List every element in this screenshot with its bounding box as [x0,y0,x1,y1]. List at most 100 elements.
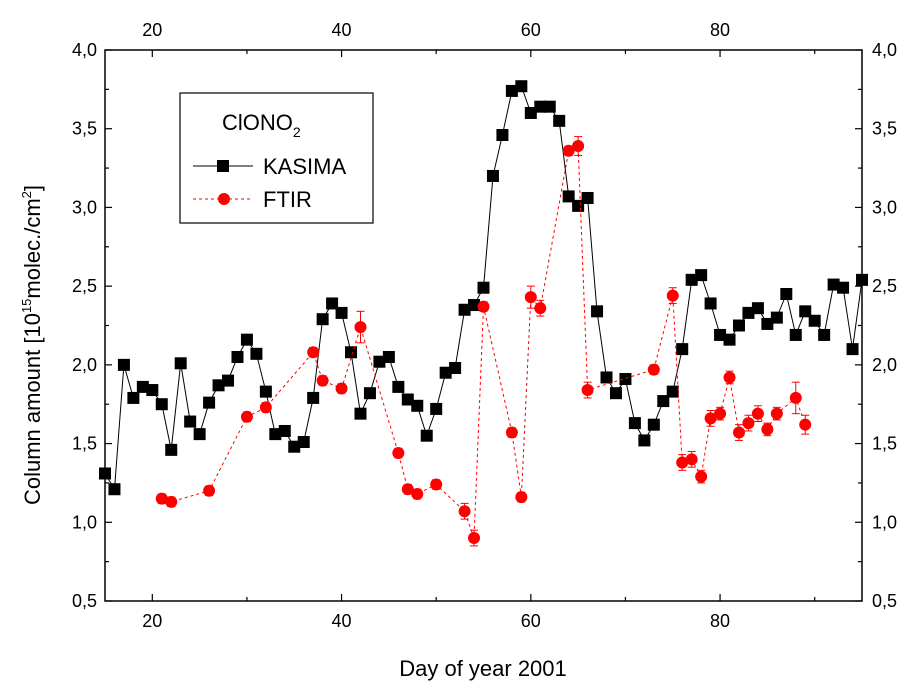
ftir-point [676,456,689,469]
kasima-point [789,328,802,341]
ftir-point [354,321,367,334]
ftir-point [534,302,547,315]
kasima-point [222,374,235,387]
kasima-point [477,281,490,294]
kasima-point [193,428,206,441]
ftir-point [751,407,764,420]
x-tick-label-bottom: 40 [332,611,352,631]
kasima-point [250,347,263,360]
kasima-point [685,273,698,286]
kasima-point [751,302,764,315]
ftir-point [458,505,471,518]
ftir-point [685,453,698,466]
x-tick-label-top: 80 [710,20,730,40]
ftir-point [799,418,812,431]
kasima-point [411,399,424,412]
y-tick-label-right: 2,5 [872,276,897,296]
kasima-point [534,100,547,113]
y-tick-label-right: 4,0 [872,40,897,60]
kasima-point [146,384,159,397]
y-tick-label-right: 1,0 [872,512,897,532]
kasima-point [468,299,481,312]
kasima-point [108,483,121,496]
kasima-point [203,396,216,409]
kasima-point [562,190,575,203]
kasima-point [553,114,566,127]
ftir-point [732,426,745,439]
ftir-point [165,495,178,508]
kasima-point [278,424,291,437]
kasima-point [345,346,358,359]
kasima-point [732,319,745,332]
kasima-point [297,435,310,448]
y-axis-right: 0,5 1,0 1,5 2,0 2,5 3,0 3,5 4,0 [855,40,897,611]
kasima-point [99,467,111,480]
kasima-point [837,281,850,294]
legend-title: ClONO2 [222,110,301,140]
ftir-point [316,374,329,387]
kasima-point [363,387,376,400]
ftir-point [477,300,490,313]
y-tick-label-left: 4,0 [72,40,97,60]
y-tick-label-left: 2,0 [72,355,97,375]
x-tick-label-top: 40 [332,20,352,40]
ftir-point [770,407,783,420]
ftir-point [723,371,736,384]
y-tick-label-left: 1,0 [72,512,97,532]
x-tick-label-bottom: 20 [142,611,162,631]
kasima-point [354,407,367,420]
kasima-point [808,314,821,327]
kasima-point [420,429,433,442]
y-tick-label-right: 3,5 [872,119,897,139]
kasima-point [212,379,225,392]
legend-kasima-marker [217,160,229,172]
ftir-point [524,291,537,304]
kasima-point [581,191,594,204]
kasima-point [619,373,632,386]
kasima-point [240,333,253,346]
ftir-point [203,484,216,497]
ftir-point [647,363,660,376]
kasima-point [704,297,717,310]
ftir-point [307,346,320,359]
ftir-point [515,491,528,504]
ftir-point [666,289,679,302]
x-tick-label-bottom: 80 [710,611,730,631]
legend: ClONO2 KASIMA FTIR [179,92,374,224]
kasima-point [780,288,793,301]
y-tick-label-right: 3,0 [872,197,897,217]
kasima-point [326,297,339,310]
y-axis-left: 0,5 1,0 1,5 2,0 2,5 3,0 3,5 4,0 [72,40,112,611]
kasima-point [430,402,443,415]
x-tick-label-bottom: 60 [521,611,541,631]
kasima-point [165,443,178,456]
y-tick-label-right: 1,5 [872,434,897,454]
ftir-point [572,140,585,153]
ftir-point [259,401,272,414]
kasima-point [856,273,868,286]
kasima-point [818,328,831,341]
kasima-point [723,333,736,346]
kasima-point [543,100,556,113]
kasima-point [449,362,462,375]
kasima-point [505,84,518,97]
kasima-point [591,305,604,318]
kasima-point [515,80,528,93]
kasima-point [155,398,168,411]
y-tick-label-left: 3,0 [72,197,97,217]
x-axis-top: 20 40 60 80 [142,20,816,57]
kasima-point [307,391,320,404]
y-tick-label-right: 0,5 [872,591,897,611]
kasima-point [486,169,499,182]
kasima-point [496,129,509,142]
legend-ftir-marker [218,193,230,205]
ftir-point [789,391,802,404]
kasima-point [335,306,348,319]
kasima-point [269,428,282,441]
ftir-point [695,470,708,483]
ftir-point [411,487,424,500]
kasima-point [117,358,130,371]
kasima-point [174,357,187,370]
x-tick-label-top: 60 [521,20,541,40]
